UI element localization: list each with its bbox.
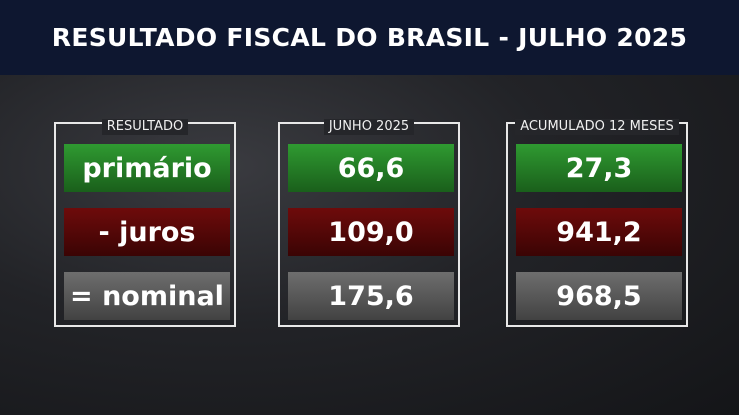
cell: 66,6 [288, 144, 454, 192]
panel: JUNHO 2025 66,6 109,0 175,6 [278, 119, 460, 327]
cell: primário [64, 144, 230, 192]
title-bar: RESULTADO FISCAL DO BRASIL - JULHO 2025 [0, 0, 739, 75]
panel-header: RESULTADO [101, 119, 189, 135]
title: RESULTADO FISCAL DO BRASIL - JULHO 2025 [51, 23, 688, 52]
panel: RESULTADO primário - juros = nominal [54, 119, 236, 327]
cell: 941,2 [516, 208, 682, 256]
panel: ACUMULADO 12 MESES 27,3 941,2 968,5 [506, 119, 688, 327]
panel-header: ACUMULADO 12 MESES [515, 119, 679, 135]
cell: 27,3 [516, 144, 682, 192]
cell: 968,5 [516, 272, 682, 320]
cell: - juros [64, 208, 230, 256]
cell: 175,6 [288, 272, 454, 320]
cell: 109,0 [288, 208, 454, 256]
panel-header: JUNHO 2025 [323, 119, 415, 135]
cell: = nominal [64, 272, 230, 320]
